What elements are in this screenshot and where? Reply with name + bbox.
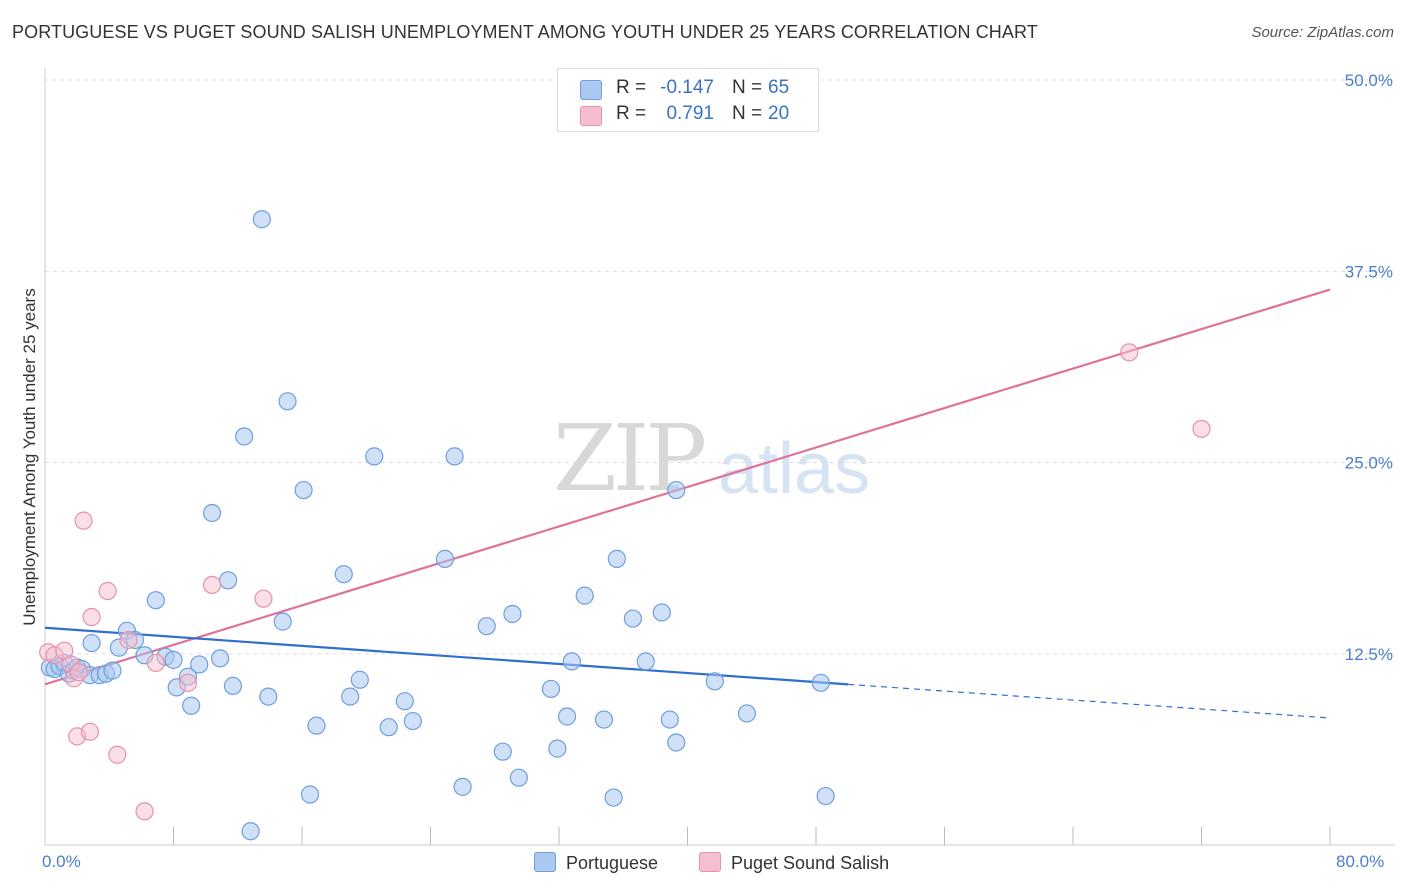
n-label: N = — [732, 77, 763, 98]
portuguese-point — [562, 652, 581, 671]
salish-point — [178, 673, 198, 692]
chart-title: PORTUGUESE VS PUGET SOUND SALISH UNEMPLO… — [12, 22, 1038, 42]
r-value: -0.147 — [660, 77, 714, 98]
x-tick-label-max: 80.0% — [1336, 852, 1385, 871]
legend-label: Puget Sound Salish — [731, 853, 890, 873]
portuguese-point — [307, 716, 326, 735]
salish-point — [80, 722, 100, 741]
portuguese-point — [164, 650, 183, 669]
legend-item-portuguese[interactable]: Portuguese — [534, 852, 658, 874]
portuguese-legend-icon — [534, 852, 556, 872]
portuguese-point — [623, 609, 642, 628]
salish-point — [1192, 419, 1211, 438]
salish-point — [1120, 343, 1139, 362]
portuguese-point — [607, 549, 626, 568]
portuguese-point — [278, 392, 297, 411]
salish-legend-icon — [699, 852, 721, 872]
portuguese-swatch-icon — [580, 80, 602, 100]
correlation-stats-box: R = -0.147 N = 65 R = 0.791 N = 20 — [557, 68, 819, 132]
portuguese-point — [223, 676, 243, 695]
y-tick-labels: 12.5% 25.0% 37.5% 50.0% — [1345, 71, 1393, 664]
legend-item-salish[interactable]: Puget Sound Salish — [699, 852, 889, 874]
salish-point — [98, 581, 117, 601]
portuguese-point — [557, 707, 577, 726]
salish-point — [108, 745, 127, 764]
y-tick-label: 50.0% — [1345, 71, 1393, 90]
y-axis-label: Unemployment Among Youth under 25 years — [20, 288, 39, 626]
portuguese-point — [667, 480, 686, 500]
r-label: R = — [616, 77, 647, 98]
portuguese-point — [241, 822, 260, 841]
n-value: 65 — [768, 77, 790, 98]
portuguese-point — [453, 777, 472, 796]
salish-point — [74, 511, 93, 530]
portuguese-point — [503, 604, 522, 624]
portuguese-point — [350, 670, 369, 689]
portuguese-point — [604, 788, 623, 807]
portuguese-point — [202, 503, 222, 523]
grid-lines — [45, 79, 1395, 655]
salish-point — [82, 607, 101, 627]
portuguese-point — [334, 565, 353, 584]
portuguese-point — [737, 704, 757, 723]
portuguese-point — [146, 591, 165, 610]
portuguese-point — [294, 480, 313, 500]
y-tick-label: 12.5% — [1345, 645, 1393, 664]
portuguese-point — [477, 617, 496, 636]
y-tick-label: 25.0% — [1345, 454, 1393, 473]
portuguese-point — [259, 687, 278, 706]
portuguese-point — [445, 447, 464, 466]
portuguese-point — [652, 603, 671, 622]
portuguese-point — [548, 739, 567, 758]
portuguese-point — [435, 549, 455, 568]
portuguese-point — [103, 661, 122, 680]
r-label: R = — [616, 103, 647, 124]
portuguese-point — [190, 655, 209, 674]
portuguese-point — [816, 786, 835, 806]
y-tick-label: 37.5% — [1345, 262, 1393, 281]
n-label: N = — [732, 103, 763, 124]
portuguese-point — [509, 768, 528, 787]
portuguese-point — [182, 696, 201, 715]
r-value: 0.791 — [666, 103, 714, 124]
portuguese-point — [594, 710, 614, 729]
data-points — [39, 210, 1211, 841]
salish-point — [69, 663, 88, 682]
portuguese-point — [636, 652, 655, 671]
salish-point — [254, 589, 273, 608]
salish-point — [119, 630, 138, 650]
portuguese-point — [82, 633, 101, 653]
portuguese-point — [365, 447, 384, 466]
axes — [44, 68, 1395, 846]
n-value: 20 — [768, 103, 790, 124]
portuguese-point — [341, 687, 360, 706]
salish-point — [146, 653, 165, 673]
portuguese-point — [575, 586, 594, 605]
salish-point — [202, 575, 222, 595]
portuguese-point — [252, 210, 271, 229]
source-credit: Source: ZipAtlas.com — [1251, 24, 1394, 41]
salish-swatch-icon — [580, 106, 602, 126]
legend-label: Portuguese — [566, 853, 659, 873]
x-tick-label-min: 0.0% — [42, 852, 81, 871]
portuguese-point — [219, 571, 238, 590]
salish-trend-line — [44, 288, 1331, 686]
portuguese-point — [493, 742, 512, 761]
portuguese-point — [705, 672, 724, 691]
portuguese-point — [811, 673, 830, 692]
portuguese-point — [395, 692, 414, 711]
portuguese-trend-extension — [848, 683, 1331, 719]
portuguese-point — [379, 718, 398, 737]
portuguese-point — [235, 427, 254, 446]
portuguese-point — [403, 711, 422, 731]
portuguese-point — [541, 679, 561, 699]
portuguese-point — [667, 733, 686, 752]
salish-point — [135, 802, 154, 821]
portuguese-point — [273, 612, 292, 631]
portuguese-point — [210, 649, 230, 668]
portuguese-point — [660, 710, 679, 729]
portuguese-point — [300, 785, 320, 804]
